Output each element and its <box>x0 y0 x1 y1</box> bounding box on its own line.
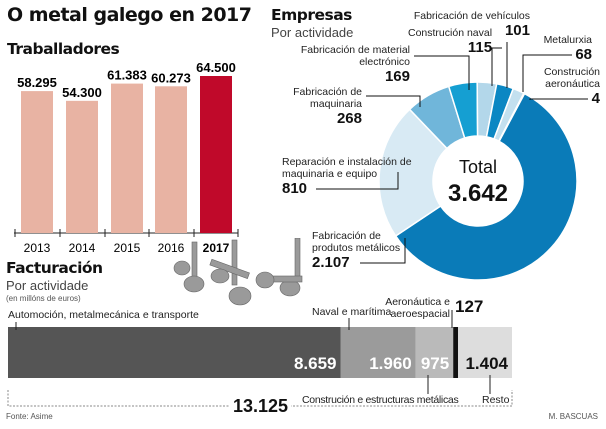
slice-value-metalurxia: 68 <box>575 46 592 63</box>
segment-value-label: 1.960 <box>369 354 412 373</box>
slice-label-metalurxia: Metalurxia <box>543 34 592 46</box>
leader-aeronautica <box>529 98 588 100</box>
slice-group-reparacion: Reparación e instalación de maquinaria e… <box>282 156 432 197</box>
slice-label-naval: Construción naval <box>408 27 493 39</box>
bar-2016 <box>155 86 187 234</box>
segment-4 <box>458 327 512 378</box>
bar-value-label: 64.500 <box>196 60 236 75</box>
donut-slice-1 <box>378 108 448 238</box>
slice-group-vehiculos: Fabricación de vehículos 101 <box>414 10 530 39</box>
slice-label-aeronautica: Construción aeronáutica <box>543 66 600 90</box>
companies-donut-chart <box>316 42 588 281</box>
leader-naval <box>491 47 502 86</box>
companies-title: Empresas <box>271 6 352 24</box>
bar-2014 <box>66 100 98 233</box>
slice-group-naval: Construción naval 115 <box>408 27 492 56</box>
leader-produtos <box>360 238 406 264</box>
slice-label-electronico: Fabricación de material electrónico <box>300 44 410 68</box>
segment-value-label: 8.659 <box>294 354 337 373</box>
slice-value-produtos: 2.107 <box>312 254 350 271</box>
slice-label-reparacion: Reparación e instalación de maquinaria e… <box>282 156 412 180</box>
segment-group-aeronautica: Aeronáutica e aeroespacial <box>380 296 450 320</box>
screws-image <box>173 238 303 306</box>
segment-label-automocion: Automoción, metalmecánica e transporte <box>8 309 199 321</box>
segment-3 <box>453 327 459 378</box>
revenue-title: Facturación <box>6 259 103 277</box>
slice-group-produtos: Fabricación de produtos metálicos 2.107 <box>312 230 412 271</box>
workers-title: Traballadores <box>7 40 120 58</box>
donut-slice-0 <box>394 92 578 281</box>
slice-group-maquinaria: Fabricación de maquinaria 268 <box>282 86 362 127</box>
source-note: Fonte: Asime <box>6 412 53 421</box>
bar-value-label: 54.300 <box>62 85 102 100</box>
segment-value-label: 975 <box>421 354 449 373</box>
segment-0 <box>8 327 341 378</box>
leader-metalurxia <box>522 54 572 92</box>
leader-maquinaria <box>366 95 421 107</box>
companies-subtitle: Por actividade <box>271 25 354 40</box>
slice-value-naval: 115 <box>467 39 493 56</box>
slice-group-metalurxia: Metalurxia 68 <box>544 34 592 63</box>
segment-label-construcion: Construción e estructuras metálicas <box>302 394 459 406</box>
bar-2015 <box>111 83 143 233</box>
slice-label-produtos: Fabricación de produtos metálicos <box>312 230 401 254</box>
slice-group-aeronautica: Construción aeronáutica 4 <box>525 66 600 107</box>
workers-bar-chart: 58.295 2013 54.300 2014 61.383 2015 60.273 2016… <box>14 60 239 255</box>
slice-value-maquinaria: 268 <box>336 110 362 127</box>
segment-value-aeronautica: 127 <box>455 297 484 316</box>
segment-label-naval: Naval e marítima <box>312 306 392 318</box>
bar-2013 <box>21 91 53 234</box>
x-tick-label: 2014 <box>69 241 96 255</box>
slice-label-vehiculos: Fabricación de vehículos <box>413 10 530 22</box>
main-title: O metal galego en 2017 <box>7 4 252 26</box>
segment-1 <box>340 327 416 378</box>
slice-value-electronico: 169 <box>384 68 410 85</box>
bar-value-label: 58.295 <box>17 75 57 90</box>
bar-value-label: 60.273 <box>151 70 191 85</box>
revenue-stacked-bar: 8.659 1.960 975 1.404 <box>7 310 513 407</box>
donut-center-label: Total <box>458 157 498 177</box>
x-tick-label: 2016 <box>158 241 185 255</box>
revenue-total: 13.125 <box>230 396 292 417</box>
slice-value-reparacion: 810 <box>282 180 308 197</box>
x-tick-label: 2013 <box>24 241 51 255</box>
revenue-unit: (en millóns de euros) <box>6 294 81 303</box>
segment-label-aeronautica: Aeronáutica e aeroespacial <box>385 296 450 320</box>
donut-slice-7 <box>497 92 526 143</box>
bar-value-label: 61.383 <box>107 68 147 83</box>
x-tick-label: 2015 <box>114 241 141 255</box>
bar-2017 <box>200 76 232 233</box>
segment-label-resto: Resto <box>482 394 510 406</box>
leader-reparacion <box>316 172 399 190</box>
slice-value-aeronautica: 4 <box>591 90 600 107</box>
donut-center-value: 3.642 <box>447 180 509 207</box>
segment-2 <box>415 327 454 378</box>
slice-group-electronico: Fabricación de material electrónico 169 <box>298 44 410 85</box>
revenue-subtitle: Por actividade <box>6 278 89 293</box>
author-credit: M. BASCUAS <box>548 412 598 421</box>
leader-electronico <box>414 55 470 90</box>
slice-value-vehiculos: 101 <box>504 22 530 39</box>
slice-label-maquinaria: Fabricación de maquinaria <box>293 86 362 110</box>
segment-value-label: 1.404 <box>465 354 508 373</box>
x-tick-label: 2017 <box>203 241 230 255</box>
